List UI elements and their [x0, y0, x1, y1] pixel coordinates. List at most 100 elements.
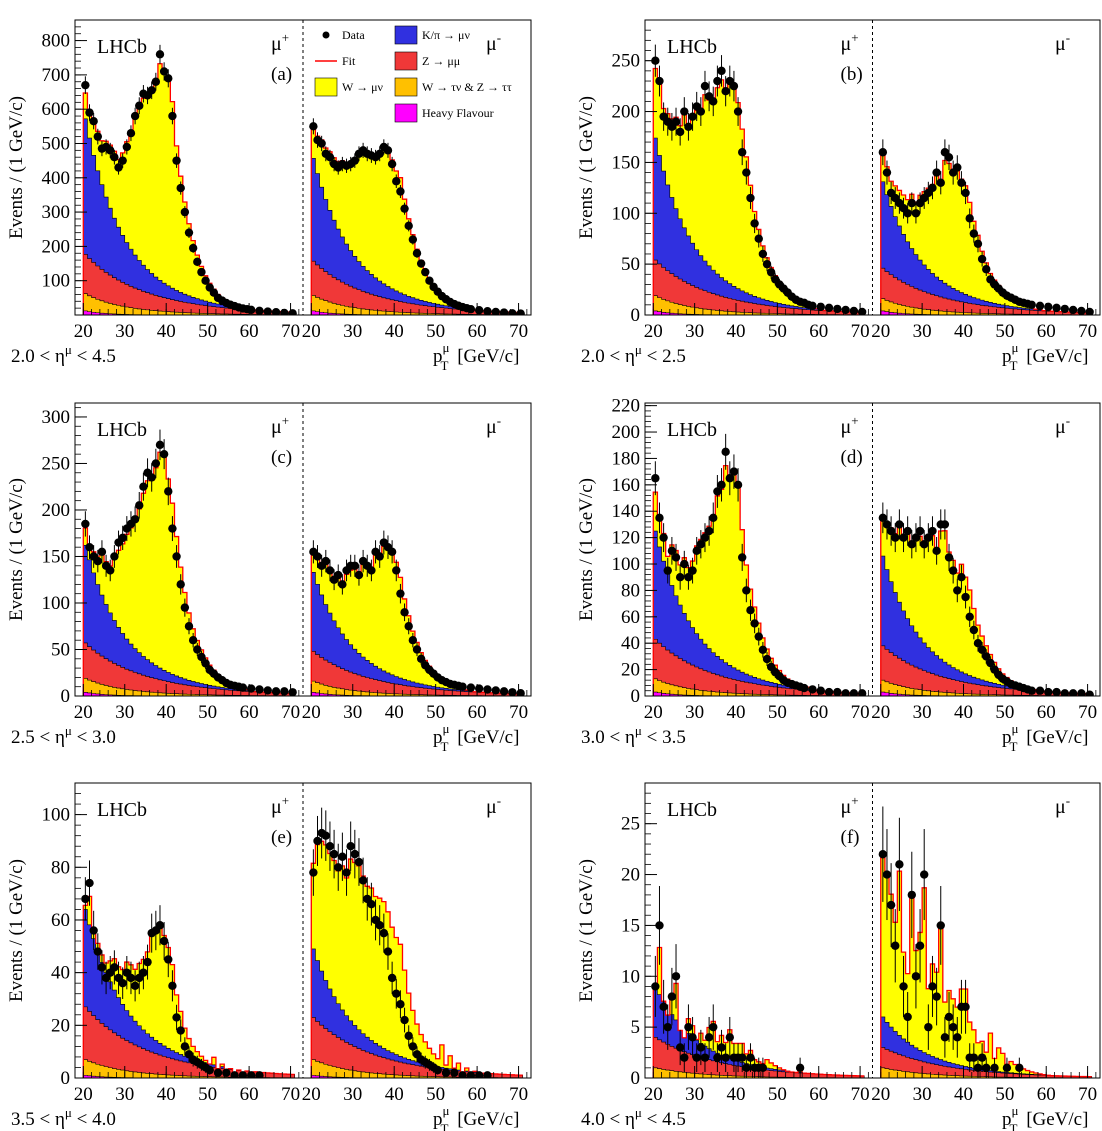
- mu-minus-data-point: [367, 899, 376, 909]
- y-tick-label: 500: [42, 133, 71, 154]
- mu-minus-data-point: [474, 305, 484, 315]
- x-tick-label: 40: [157, 321, 176, 342]
- x-tick-label: 70: [509, 321, 528, 342]
- x-axis-label: pμ T [GeV/c]: [433, 340, 519, 373]
- y-tick-label: 200: [612, 102, 641, 123]
- x-tick-label: 70: [1078, 702, 1097, 723]
- mu-minus-data-point: [907, 540, 916, 549]
- mu-plus-data-point: [89, 926, 98, 935]
- mu-plus-data-point: [733, 480, 743, 490]
- x-tick-label: 60: [1037, 1084, 1056, 1105]
- mu-plus-data-point: [808, 685, 817, 694]
- mu-minus-data-point: [924, 533, 933, 542]
- x-tick-label: 40: [954, 321, 973, 342]
- y-tick-label: 25: [621, 814, 640, 835]
- mu-minus-data-point: [977, 645, 987, 655]
- y-tick-label: 160: [612, 475, 641, 496]
- mu-plus-data-point: [704, 526, 714, 536]
- y-tick-label: 250: [42, 453, 71, 474]
- mu-plus-data-point: [725, 474, 734, 483]
- mu-minus-data-point: [920, 870, 929, 879]
- panel-label: (d): [841, 447, 863, 468]
- mu-plus-data-point: [795, 1063, 805, 1073]
- mu-plus-data-point: [81, 894, 90, 904]
- mu-minus-data-point: [441, 1068, 451, 1077]
- mu-minus-data-point: [466, 304, 476, 314]
- mu-minus-data-point: [961, 188, 970, 198]
- mu-minus-data-point: [346, 842, 355, 851]
- mu-minus-data-point: [466, 683, 476, 692]
- x-tick-label: 20: [74, 702, 93, 723]
- mu-plus-data-point: [766, 268, 776, 277]
- mu-plus-data-point: [180, 207, 190, 217]
- y-tick-label: 40: [621, 633, 640, 654]
- x-tick-label: 40: [157, 702, 176, 723]
- mu-minus-data-point: [944, 553, 954, 562]
- mu-minus-data-point: [911, 533, 921, 542]
- mu-minus-data-point: [936, 178, 945, 187]
- x-tick-label: 40: [954, 702, 973, 723]
- mu-minus-data-point: [392, 177, 401, 186]
- mu-plus-data-point: [651, 982, 660, 991]
- mu-minus-data-point: [350, 156, 360, 165]
- x-tick-label: 20: [302, 702, 321, 723]
- mu-minus-data-point: [450, 1068, 459, 1077]
- mu-plus-data-point: [667, 546, 677, 556]
- mu-minus-data-point: [404, 622, 413, 631]
- mu-minus-data-point: [1044, 302, 1053, 312]
- mu-minus-data-point: [1027, 300, 1036, 310]
- mu-minus-data-point: [358, 876, 368, 885]
- plot-area: [81, 807, 524, 1078]
- y-tick-label: 600: [42, 99, 71, 120]
- mu-plus-data-point: [808, 301, 817, 311]
- mu-minus-data-point: [367, 566, 376, 575]
- mu-minus-data-point: [508, 309, 517, 315]
- mu-minus-data-point: [412, 249, 422, 258]
- mu-plus-label: μ+: [271, 30, 289, 55]
- mu-minus-data-point: [915, 941, 925, 950]
- mu-plus-data-point: [197, 652, 206, 662]
- panel-label: (a): [271, 64, 292, 85]
- mu-minus-data-point: [973, 639, 983, 648]
- mu-minus-data-point: [903, 526, 912, 536]
- x-axis-label: pμ T [GeV/c]: [433, 721, 519, 754]
- lhcb-label: LHCb: [667, 799, 717, 821]
- y-tick-label: 15: [621, 915, 640, 936]
- x-tick-label: 60: [468, 702, 487, 723]
- x-tick-label: 20: [302, 1084, 321, 1105]
- mu-plus-data-point: [746, 606, 755, 615]
- eta-range-label: 3.5 < ημ < 4.0: [11, 1105, 116, 1130]
- y-tick-label: 120: [612, 528, 641, 549]
- mu-minus-data-point: [404, 1031, 413, 1041]
- y-axis-label: Events / (1 GeV/c): [576, 859, 597, 1002]
- mu-plus-data-point: [667, 992, 677, 1001]
- x-tick-label: 50: [198, 1084, 217, 1105]
- mu-minus-data-point: [400, 204, 409, 213]
- y-tick-label: 300: [42, 202, 71, 223]
- x-tick-label: 50: [426, 702, 445, 723]
- mu-plus-data-point: [288, 309, 297, 315]
- mu-plus-data-point: [222, 1068, 231, 1077]
- mu-plus-data-point: [155, 440, 165, 450]
- mu-minus-data-point: [313, 836, 322, 846]
- mu-plus-data-point: [721, 1053, 730, 1062]
- mu-plus-data-point: [168, 981, 177, 991]
- y-tick-label: 700: [42, 65, 71, 86]
- mu-minus-data-point: [408, 635, 418, 645]
- mu-minus-data-point: [924, 1022, 933, 1032]
- mu-minus-label: μ-: [1055, 413, 1070, 438]
- mu-plus-data-point: [130, 981, 140, 991]
- mu-plus-data-point: [164, 955, 173, 964]
- mu-plus-data-point: [729, 467, 739, 476]
- mu-plus-data-point: [263, 686, 272, 695]
- mu-minus-data-point: [907, 890, 916, 900]
- mu-plus-label: μ+: [271, 413, 289, 438]
- mu-plus-label: μ+: [841, 793, 859, 818]
- mu-plus-data-point: [671, 117, 681, 126]
- mu-minus-data-point: [483, 307, 492, 315]
- mu-minus-data-point: [961, 592, 970, 602]
- mu-minus-data-point: [375, 552, 384, 561]
- mu-plus-data-point: [651, 474, 660, 483]
